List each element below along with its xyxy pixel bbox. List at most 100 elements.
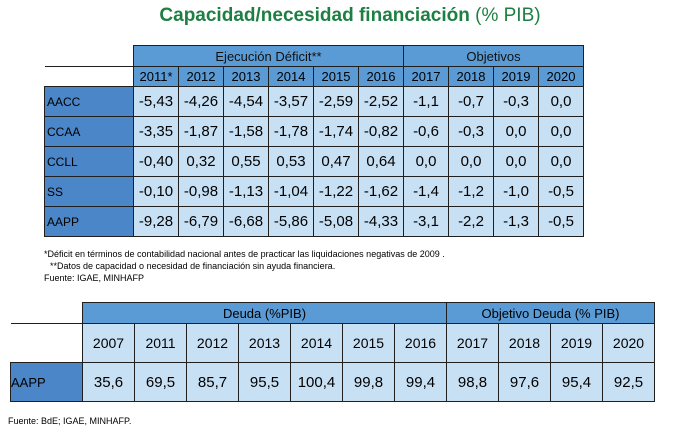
table-cell: -1,3: [493, 206, 539, 237]
debt-table: Deuda (%PIB) Objetivo Deuda (% PIB) 2007…: [10, 302, 655, 402]
table-cell: -3,57: [268, 86, 314, 117]
table-cell: -0,5: [538, 176, 584, 207]
table-cell: -1,1: [403, 86, 449, 117]
table-cell: -0,10: [133, 176, 179, 207]
title-unit: (% PIB): [475, 5, 541, 26]
row-label: SS: [44, 176, 134, 207]
table-cell: 0,53: [268, 146, 314, 177]
year-header: 2015: [313, 66, 359, 87]
row-label: AACC: [44, 86, 134, 117]
table-cell: 100,4: [290, 362, 343, 402]
table-cell: -3,35: [133, 116, 179, 147]
table-cell: -1,04: [268, 176, 314, 207]
table-cell: 0,64: [358, 146, 404, 177]
row-label: AAPP: [44, 206, 134, 237]
table-row: CCLL -0,40 0,32 0,55 0,53 0,47 0,64 0,0 0,0 0,0 0,…: [44, 146, 584, 177]
table-cell: 92,5: [602, 362, 655, 402]
row-label: CCAA: [44, 116, 134, 147]
table-cell: -9,28: [133, 206, 179, 237]
year-header: 2014: [268, 66, 314, 87]
year-header: 2011: [134, 323, 187, 363]
table-cell: 99,4: [394, 362, 447, 402]
year-header-row: 2011* 2012 2013 2014 2015 2016 2017 2018 2019 202…: [44, 66, 584, 87]
year-header: 2013: [238, 323, 291, 363]
year-header: 2012: [186, 323, 239, 363]
year-header: 2007: [82, 323, 135, 363]
table-cell: 0,0: [448, 146, 494, 177]
table-cell: -1,58: [223, 116, 269, 147]
footnote-deficit: *Déficit en términos de contabilidad nac…: [44, 249, 445, 259]
year-header: 2020: [602, 323, 655, 363]
title-main: Capacidad/necesidad financiación: [159, 5, 470, 26]
table-cell: -1,62: [358, 176, 404, 207]
table-cell: 0,47: [313, 146, 359, 177]
group-header-debt-objective: Objetivo Deuda (% PIB): [446, 302, 655, 324]
year-header: 2012: [178, 66, 224, 87]
year-header: 2016: [394, 323, 447, 363]
table-cell: -0,82: [358, 116, 404, 147]
table-row: AAPP -9,28 -6,79 -6,68 -5,86 -5,08 -4,33 -3,1 -2…: [44, 206, 584, 237]
year-header: 2019: [550, 323, 603, 363]
table-cell: -1,0: [493, 176, 539, 207]
table-cell: -1,87: [178, 116, 224, 147]
table-cell: -1,74: [313, 116, 359, 147]
table-cell: -0,3: [448, 116, 494, 147]
table-cell: -2,52: [358, 86, 404, 117]
source-note-debt: Fuente: BdE; IGAE, MINHAFP.: [8, 416, 132, 426]
deficit-table-body: AACC -5,43 -4,26 -4,54 -3,57 -2,59 -2,52 -1,1 -0…: [44, 86, 584, 237]
table-cell: 97,6: [498, 362, 551, 402]
table-cell: 95,5: [238, 362, 291, 402]
table-cell: -1,78: [268, 116, 314, 147]
table-row: AACC -5,43 -4,26 -4,54 -3,57 -2,59 -2,52 -1,1 -0…: [44, 86, 584, 117]
table-cell: -5,43: [133, 86, 179, 117]
page-title: Capacidad/necesidad financiación (% PIB): [0, 5, 700, 27]
table-cell: 0,0: [538, 86, 584, 117]
year-header: 2016: [358, 66, 404, 87]
group-header-debt: Deuda (%PIB): [82, 302, 447, 324]
table-cell: 0,0: [538, 146, 584, 177]
table-cell: -5,86: [268, 206, 314, 237]
table-corner: [44, 66, 134, 87]
table-cell: 95,4: [550, 362, 603, 402]
year-header: 2018: [498, 323, 551, 363]
table-cell: 0,32: [178, 146, 224, 177]
table-cell: 85,7: [186, 362, 239, 402]
deficit-table: Ejecución Déficit** Objetivos 2011* 2012 2…: [44, 45, 584, 237]
table-cell: 98,8: [446, 362, 499, 402]
table-cell: -1,22: [313, 176, 359, 207]
table-corner: [10, 302, 83, 324]
year-header: 2020: [538, 66, 584, 87]
table-cell: -2,2: [448, 206, 494, 237]
table-cell: 0,0: [493, 146, 539, 177]
year-header: 2014: [290, 323, 343, 363]
footnotes: *Déficit en términos de contabilidad nac…: [44, 248, 445, 284]
row-label: AAPP: [10, 362, 83, 402]
table-cell: -0,98: [178, 176, 224, 207]
year-header: 2015: [342, 323, 395, 363]
source-note: Fuente: IGAE, MINHAFP: [44, 273, 145, 283]
row-label: CCLL: [44, 146, 134, 177]
table-cell: -0,7: [448, 86, 494, 117]
year-header: 2019: [493, 66, 539, 87]
group-header-objectives: Objetivos: [403, 45, 584, 67]
table-cell: 0,0: [403, 146, 449, 177]
table-corner: [44, 45, 134, 67]
table-row: SS -0,10 -0,98 -1,13 -1,04 -1,22 -1,62 -1,4 -1,2…: [44, 176, 584, 207]
table-cell: 0,55: [223, 146, 269, 177]
table-cell: -4,26: [178, 86, 224, 117]
table-row: CCAA -3,35 -1,87 -1,58 -1,78 -1,74 -0,82 -0,6 -0…: [44, 116, 584, 147]
table-cell: 0,0: [538, 116, 584, 147]
year-header: 2017: [403, 66, 449, 87]
table-cell: 99,8: [342, 362, 395, 402]
table-cell: -5,08: [313, 206, 359, 237]
table-cell: -6,79: [178, 206, 224, 237]
group-header-execution: Ejecución Déficit**: [133, 45, 404, 67]
table-cell: -0,3: [493, 86, 539, 117]
year-header: 2013: [223, 66, 269, 87]
table-cell: -1,13: [223, 176, 269, 207]
year-header-row: 2007 2011 2012 2013 2014 2015 2016 2017 2018 2019…: [10, 323, 655, 363]
table-corner: [10, 323, 83, 363]
table-cell: -0,40: [133, 146, 179, 177]
table-cell: -0,5: [538, 206, 584, 237]
table-cell: -4,54: [223, 86, 269, 117]
